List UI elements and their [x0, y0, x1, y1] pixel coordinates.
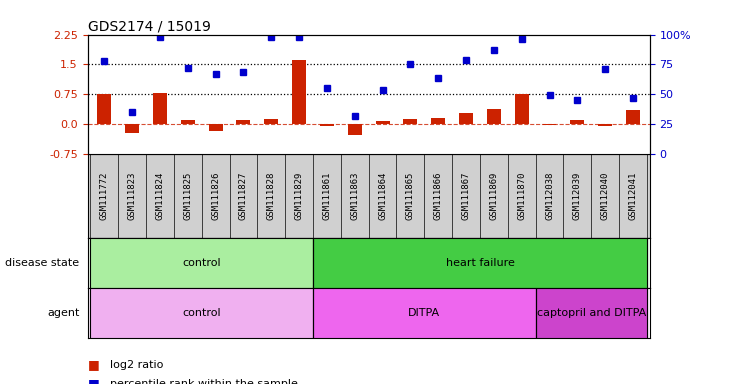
Bar — [125, 124, 139, 132]
Bar — [515, 94, 529, 124]
Text: ■: ■ — [88, 377, 99, 384]
Bar — [292, 60, 306, 124]
Text: GSM111824: GSM111824 — [155, 172, 164, 220]
Bar — [542, 124, 556, 125]
Text: GSM111865: GSM111865 — [406, 172, 415, 220]
Bar — [320, 124, 334, 126]
Bar — [209, 124, 223, 131]
Text: GDS2174 / 15019: GDS2174 / 15019 — [88, 20, 210, 33]
Text: control: control — [182, 258, 221, 268]
Text: percentile rank within the sample: percentile rank within the sample — [110, 379, 297, 384]
Bar — [626, 110, 640, 124]
Text: heart failure: heart failure — [445, 258, 515, 268]
Text: GSM111867: GSM111867 — [461, 172, 471, 220]
Bar — [376, 121, 390, 124]
Text: GSM112041: GSM112041 — [629, 172, 637, 220]
Text: GSM111869: GSM111869 — [489, 172, 499, 220]
Text: GSM112040: GSM112040 — [601, 172, 610, 220]
Bar — [347, 124, 361, 135]
Bar — [181, 120, 195, 124]
Text: GSM112039: GSM112039 — [573, 172, 582, 220]
Bar — [153, 93, 167, 124]
Text: GSM111827: GSM111827 — [239, 172, 248, 220]
Text: GSM111829: GSM111829 — [295, 172, 304, 220]
Text: GSM111828: GSM111828 — [266, 172, 276, 220]
Text: GSM111866: GSM111866 — [434, 172, 442, 220]
Text: disease state: disease state — [5, 258, 80, 268]
Bar — [237, 120, 250, 124]
Text: GSM111772: GSM111772 — [100, 172, 109, 220]
Bar — [459, 113, 473, 124]
Text: control: control — [182, 308, 221, 318]
Text: log2 ratio: log2 ratio — [110, 360, 163, 370]
Text: GSM111863: GSM111863 — [350, 172, 359, 220]
Text: GSM111826: GSM111826 — [211, 172, 220, 220]
Text: GSM111870: GSM111870 — [517, 172, 526, 220]
Bar — [598, 124, 612, 126]
Text: GSM111864: GSM111864 — [378, 172, 387, 220]
Bar — [487, 109, 501, 124]
Text: captopril and DITPA: captopril and DITPA — [537, 308, 646, 318]
Bar — [570, 120, 584, 124]
Text: agent: agent — [47, 308, 80, 318]
Bar — [404, 119, 418, 124]
Text: GSM111823: GSM111823 — [128, 172, 137, 220]
Text: ■: ■ — [88, 358, 99, 371]
Text: GSM112038: GSM112038 — [545, 172, 554, 220]
Bar — [97, 94, 111, 124]
Text: GSM111861: GSM111861 — [323, 172, 331, 220]
Bar — [264, 119, 278, 124]
Text: GSM111825: GSM111825 — [183, 172, 192, 220]
Text: DITPA: DITPA — [408, 308, 440, 318]
Bar — [431, 118, 445, 124]
